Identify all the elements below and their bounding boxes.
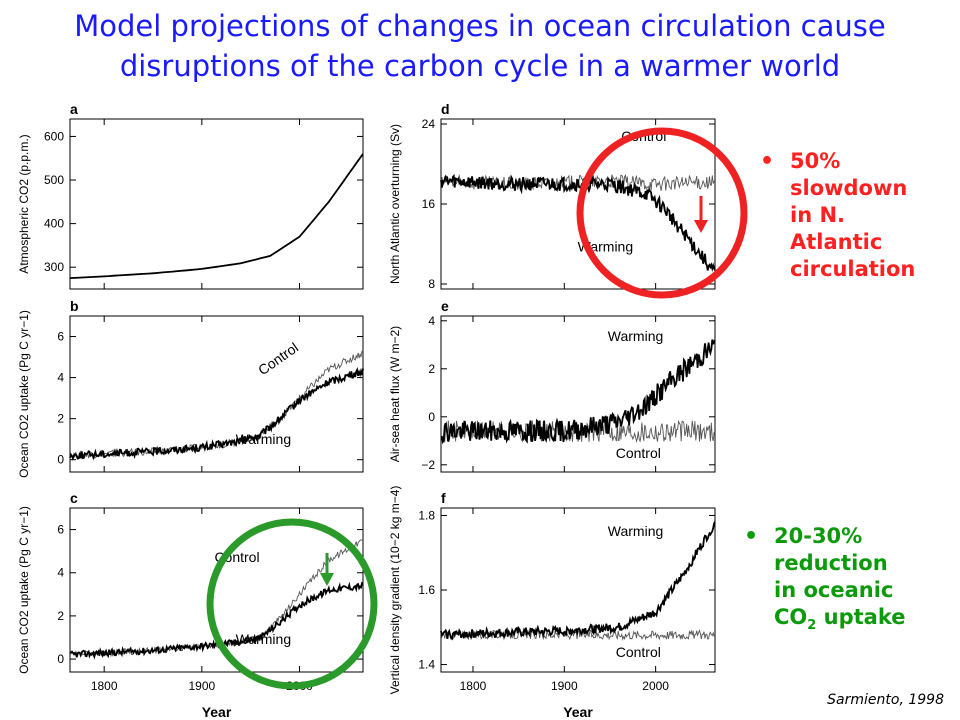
series-line	[69, 153, 364, 279]
curve-label: Warming	[236, 431, 292, 447]
green-arrow-head-icon	[320, 573, 334, 586]
note-line: 20-30%	[774, 524, 863, 548]
curve-label: Control	[616, 644, 661, 660]
y-tick-label: 1.4	[418, 658, 435, 672]
bullet-icon: •	[744, 524, 759, 549]
y-tick-label: 4	[428, 314, 435, 328]
x-axis-label: Year	[202, 704, 232, 720]
y-tick-label: 1.8	[418, 508, 435, 522]
y-tick-label: 4	[57, 371, 64, 385]
note-reduction: • 20-30% reduction in oceanic CO2 uptake	[744, 523, 905, 639]
panel-frame	[69, 507, 364, 673]
panel-letter: a	[70, 101, 78, 117]
note-uptake: uptake	[816, 605, 906, 629]
x-tick-label: 1900	[188, 679, 215, 693]
note-line: CO2 uptake	[774, 604, 905, 639]
panel-frame	[69, 315, 364, 473]
panel-letter: b	[70, 298, 79, 314]
y-tick-label: 600	[44, 129, 64, 143]
y-tick-label: 2	[57, 412, 64, 426]
y-tick-label: 16	[422, 197, 436, 211]
y-tick-label: 400	[44, 217, 64, 231]
red-arrow-head-icon	[694, 220, 708, 233]
series-control	[69, 539, 364, 658]
y-tick-label: −2	[421, 458, 435, 472]
series-warming	[440, 521, 716, 641]
x-tick-label: 1800	[91, 679, 118, 693]
panel-frame	[69, 118, 364, 290]
note-line: circulation	[790, 257, 916, 281]
series-warming	[441, 339, 716, 445]
panel-letter: e	[441, 298, 449, 314]
note-co2: CO	[774, 605, 808, 629]
y-axis-label: Ocean CO2 uptake (Pg C yr−1)	[17, 310, 31, 478]
y-tick-label: 24	[422, 117, 436, 131]
x-tick-label: 1800	[460, 679, 487, 693]
y-axis-label: Atmospheric CO2 (p.p.m.)	[17, 134, 31, 273]
y-tick-label: 2	[57, 609, 64, 623]
y-tick-label: 6	[57, 523, 64, 537]
green-highlight-circle	[206, 518, 378, 690]
note-line: reduction	[774, 551, 888, 575]
y-axis-label: North Atlantic overturning (Sv)	[388, 124, 402, 284]
x-tick-label: 1900	[551, 679, 578, 693]
series-warming	[69, 366, 364, 461]
note-line: slowdown	[790, 176, 908, 200]
curve-label: Warming	[608, 523, 664, 539]
credit-citation: Sarmiento, 1998	[827, 692, 944, 708]
y-tick-label: 500	[44, 173, 64, 187]
panel-letter: c	[70, 490, 78, 506]
series-control	[440, 173, 716, 191]
y-tick-label: 0	[428, 410, 435, 424]
note-line: in N.	[790, 203, 846, 227]
curve-label: Warming	[236, 631, 292, 647]
curve-label: Warming	[608, 328, 664, 344]
note-co2-subscript: 2	[807, 618, 817, 634]
y-tick-label: 1.6	[418, 583, 435, 597]
panel-letter: f	[441, 490, 446, 506]
panel-letter: d	[441, 101, 450, 117]
bullet-icon: •	[760, 149, 775, 174]
panel-frame	[440, 315, 716, 473]
note-line: in oceanic	[774, 578, 894, 602]
slide-title: Model projections of changes in ocean ci…	[0, 6, 960, 86]
curve-label: Control	[616, 445, 661, 461]
y-tick-label: 4	[57, 566, 64, 580]
y-tick-label: 8	[428, 277, 435, 291]
note-line: 50%	[790, 149, 841, 173]
series-warming	[440, 173, 716, 272]
y-tick-label: 300	[44, 260, 64, 274]
note-line: Atlantic	[790, 230, 883, 254]
x-tick-label: 2000	[642, 679, 669, 693]
title-line-1: Model projections of changes in ocean ci…	[74, 9, 886, 43]
curve-label: Control	[255, 339, 301, 378]
red-highlight-circle	[576, 127, 748, 299]
y-axis-label: Vertical density gradient (10−2 kg m−4)	[388, 486, 402, 695]
y-axis-label: Air-sea heat flux (W m−2)	[388, 326, 402, 462]
title-line-2: disruptions of the carbon cycle in a war…	[119, 49, 841, 83]
x-axis-label: Year	[563, 704, 593, 720]
y-tick-label: 0	[57, 652, 64, 666]
y-tick-label: 6	[57, 330, 64, 344]
y-axis-label: Ocean CO2 uptake (Pg C yr−1)	[17, 506, 31, 674]
note-slowdown: • 50% slowdown in N. Atlantic circulatio…	[760, 148, 916, 283]
y-tick-label: 0	[57, 453, 64, 467]
y-tick-label: 2	[428, 362, 435, 376]
